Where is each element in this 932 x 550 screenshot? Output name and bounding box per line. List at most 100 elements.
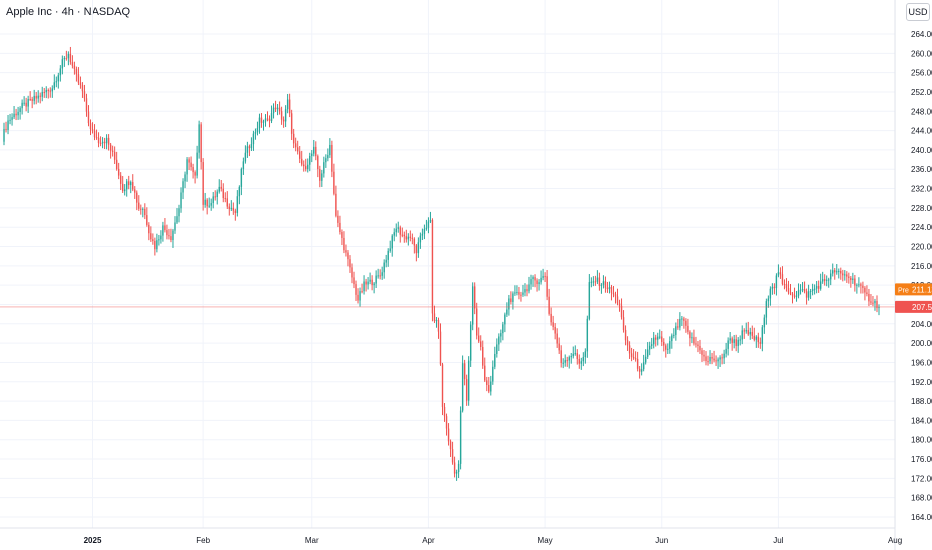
candle: [21, 99, 23, 115]
candle: [409, 230, 412, 242]
candle-body: [532, 277, 534, 280]
candle-body: [218, 186, 220, 192]
candle-body: [128, 181, 130, 186]
candle-body: [345, 250, 347, 253]
candle-body: [303, 164, 305, 167]
candle: [369, 272, 371, 285]
candle: [868, 288, 870, 307]
candle-body: [659, 336, 661, 338]
candle: [220, 179, 222, 192]
candle: [852, 272, 854, 284]
currency-button[interactable]: USD: [906, 3, 930, 21]
candle-body: [582, 357, 585, 362]
candle: [556, 328, 558, 348]
candle-body: [146, 215, 148, 225]
candle: [548, 288, 550, 316]
candle-body: [182, 181, 184, 193]
candle-body: [323, 162, 325, 174]
candle-body: [264, 118, 267, 122]
candle-body: [809, 291, 812, 293]
y-tick-label: 172.00: [911, 474, 932, 483]
candle: [196, 145, 198, 179]
candle-body: [522, 292, 524, 295]
candle-body: [67, 53, 70, 59]
candle: [423, 224, 426, 240]
candle-body: [214, 196, 216, 198]
candle-body: [441, 364, 444, 407]
candle: [604, 276, 607, 293]
candle-body: [65, 58, 68, 60]
last-price-badge: [895, 300, 932, 313]
candle-body: [230, 207, 233, 210]
x-tick-label: Mar: [305, 536, 319, 545]
candle: [819, 273, 822, 291]
candle-body: [337, 215, 339, 223]
price-axis[interactable]: 264.00 260.00 256.00 252.00 248.00 244.00 240.…: [894, 0, 932, 550]
candle-body: [385, 259, 387, 263]
candle-body: [596, 277, 599, 282]
candle-body: [675, 326, 677, 335]
candle: [721, 353, 723, 365]
candle: [602, 275, 605, 289]
candle: [685, 318, 687, 333]
candle: [524, 283, 526, 297]
y-tick-label: 244.00: [911, 127, 932, 136]
candle: [341, 229, 343, 246]
candle: [628, 341, 631, 359]
candle-body: [713, 358, 715, 361]
candle-body: [576, 353, 578, 359]
candle-body: [705, 356, 707, 362]
candle: [626, 336, 629, 351]
candle: [99, 136, 102, 147]
candle-body: [711, 357, 713, 359]
candle-body: [3, 128, 5, 142]
candle: [230, 200, 233, 211]
candle-body: [651, 344, 653, 346]
candle-body: [13, 113, 15, 118]
candle-body: [383, 262, 385, 273]
last-price-value: 207.50: [912, 303, 932, 312]
candle-body: [842, 273, 844, 276]
candle-body: [244, 152, 247, 162]
candle-body: [616, 296, 619, 304]
candle: [417, 237, 420, 258]
candle-body: [196, 152, 198, 176]
candle: [856, 283, 858, 294]
candle: [677, 318, 679, 330]
candle-body: [653, 337, 655, 345]
candle: [19, 106, 21, 120]
candle-body: [87, 111, 90, 124]
candle: [657, 332, 659, 346]
candle: [632, 349, 635, 360]
candle-body: [375, 275, 377, 284]
y-tick-label: 224.00: [911, 223, 932, 232]
candle-body: [626, 340, 629, 346]
candle-body: [294, 143, 297, 148]
candle-body: [162, 225, 164, 236]
candle: [872, 295, 874, 307]
time-axis[interactable]: 2025 Feb Mar Apr May Jun Jul Aug: [0, 527, 902, 545]
candle: [821, 271, 824, 284]
candle-body: [512, 293, 514, 302]
candle-body: [640, 369, 643, 372]
candle: [262, 119, 265, 131]
candle-body: [528, 284, 530, 292]
candle-body: [158, 239, 160, 241]
candle: [811, 283, 814, 296]
y-tick-label: 204.00: [911, 320, 932, 329]
candle: [391, 234, 393, 257]
candle-body: [480, 341, 482, 347]
candle: [522, 284, 524, 297]
candle: [9, 113, 11, 125]
candle: [540, 270, 542, 285]
candle-body: [272, 107, 275, 114]
candle: [671, 333, 673, 349]
candle-body: [23, 102, 25, 104]
candle-body: [178, 208, 180, 217]
candle-body: [526, 289, 528, 292]
candle-body: [119, 175, 122, 184]
candle: [399, 225, 401, 243]
candle-body: [409, 236, 412, 238]
